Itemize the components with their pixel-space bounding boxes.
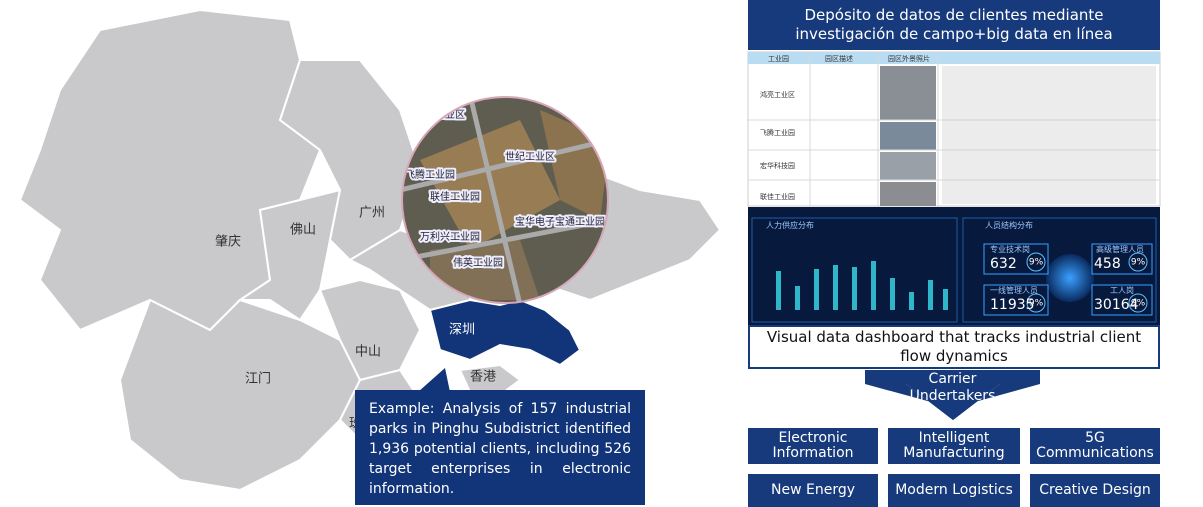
stat-label: 工人岗 — [1110, 286, 1134, 295]
dashboard: 人力供应分布 人员结构分布 专业技术岗 632 9% 高级管理人员 458 9%… — [748, 207, 1160, 325]
industry: Creative Design — [1030, 474, 1160, 507]
industry: New Energy — [748, 474, 878, 507]
industry: Electronic Information — [748, 428, 878, 464]
satellite-label: 伟英工业园 — [453, 256, 503, 269]
satellite-label: 万利兴工业园 — [420, 231, 480, 243]
stat-label: 一线管理人员 — [990, 285, 1038, 295]
stat-value: 30164 — [1094, 297, 1139, 313]
stat-pct: 9% — [1029, 299, 1044, 309]
stat-value: 11935 — [990, 297, 1035, 313]
industry: Intelligent Manufacturing — [888, 428, 1020, 464]
stat-pct: 9% — [1131, 299, 1146, 309]
map-label: 佛山 — [290, 223, 316, 238]
callout: Example: Analysis of 157 industrial park… — [355, 390, 645, 505]
map-label: 广州 — [359, 206, 385, 221]
industry: Modern Logistics — [888, 474, 1020, 507]
table-header: 工业园 — [768, 54, 789, 63]
satellite-label: 世纪工业区 — [505, 151, 555, 163]
dashboard-title: 人力供应分布 — [766, 220, 814, 230]
park-name: 飞腾工业园 — [760, 128, 795, 137]
map-label: 肇庆 — [215, 235, 241, 250]
stat-label: 高级管理人员 — [1096, 244, 1144, 254]
lens-border — [401, 96, 609, 304]
stat-pct: 9% — [1029, 258, 1044, 268]
satellite-image: 富安工业区 飞腾工业园 世纪工业区 联佳工业园 万利兴工业园 宝华电子宝通工业园… — [402, 97, 608, 303]
industry: 5G Communications — [1030, 428, 1160, 464]
table-screenshot: 工业园 园区描述 园区外景照片 鸿亮工业区 飞腾工业园 宏华科技园 联佳工业园 — [747, 51, 1161, 207]
table-header: 园区描述 — [825, 54, 853, 63]
satellite-label: 宝华电子宝通工业园 — [515, 215, 605, 228]
stat-pct: 9% — [1131, 258, 1146, 268]
panel-title: Depósito de datos de clientes mediante i… — [748, 0, 1160, 50]
map-label: 中山 — [355, 345, 381, 360]
table-header: 园区外景照片 — [888, 54, 930, 63]
arrow — [865, 370, 1040, 420]
dashboard-caption: Visual data dashboard that tracks indust… — [748, 325, 1160, 369]
dashboard-title: 人员结构分布 — [985, 220, 1033, 230]
arrow-label: Carrier Undertakers — [909, 371, 996, 404]
park-name: 鸿亮工业区 — [760, 90, 795, 99]
park-name: 宏华科技园 — [760, 161, 795, 170]
satellite-label: 飞腾工业园 — [405, 168, 455, 181]
callout-pointer — [418, 368, 450, 392]
park-name: 联佳工业园 — [760, 192, 795, 201]
satellite-label: 联佳工业园 — [430, 190, 480, 203]
arrow-head — [865, 384, 1040, 420]
map-label: 江门 — [245, 372, 271, 387]
map-label: 深圳 — [449, 323, 475, 338]
stat-value: 632 — [990, 256, 1017, 272]
map-label: 香港 — [470, 370, 496, 385]
stat-value: 458 — [1094, 256, 1121, 272]
stat-label: 专业技术岗 — [990, 244, 1030, 254]
